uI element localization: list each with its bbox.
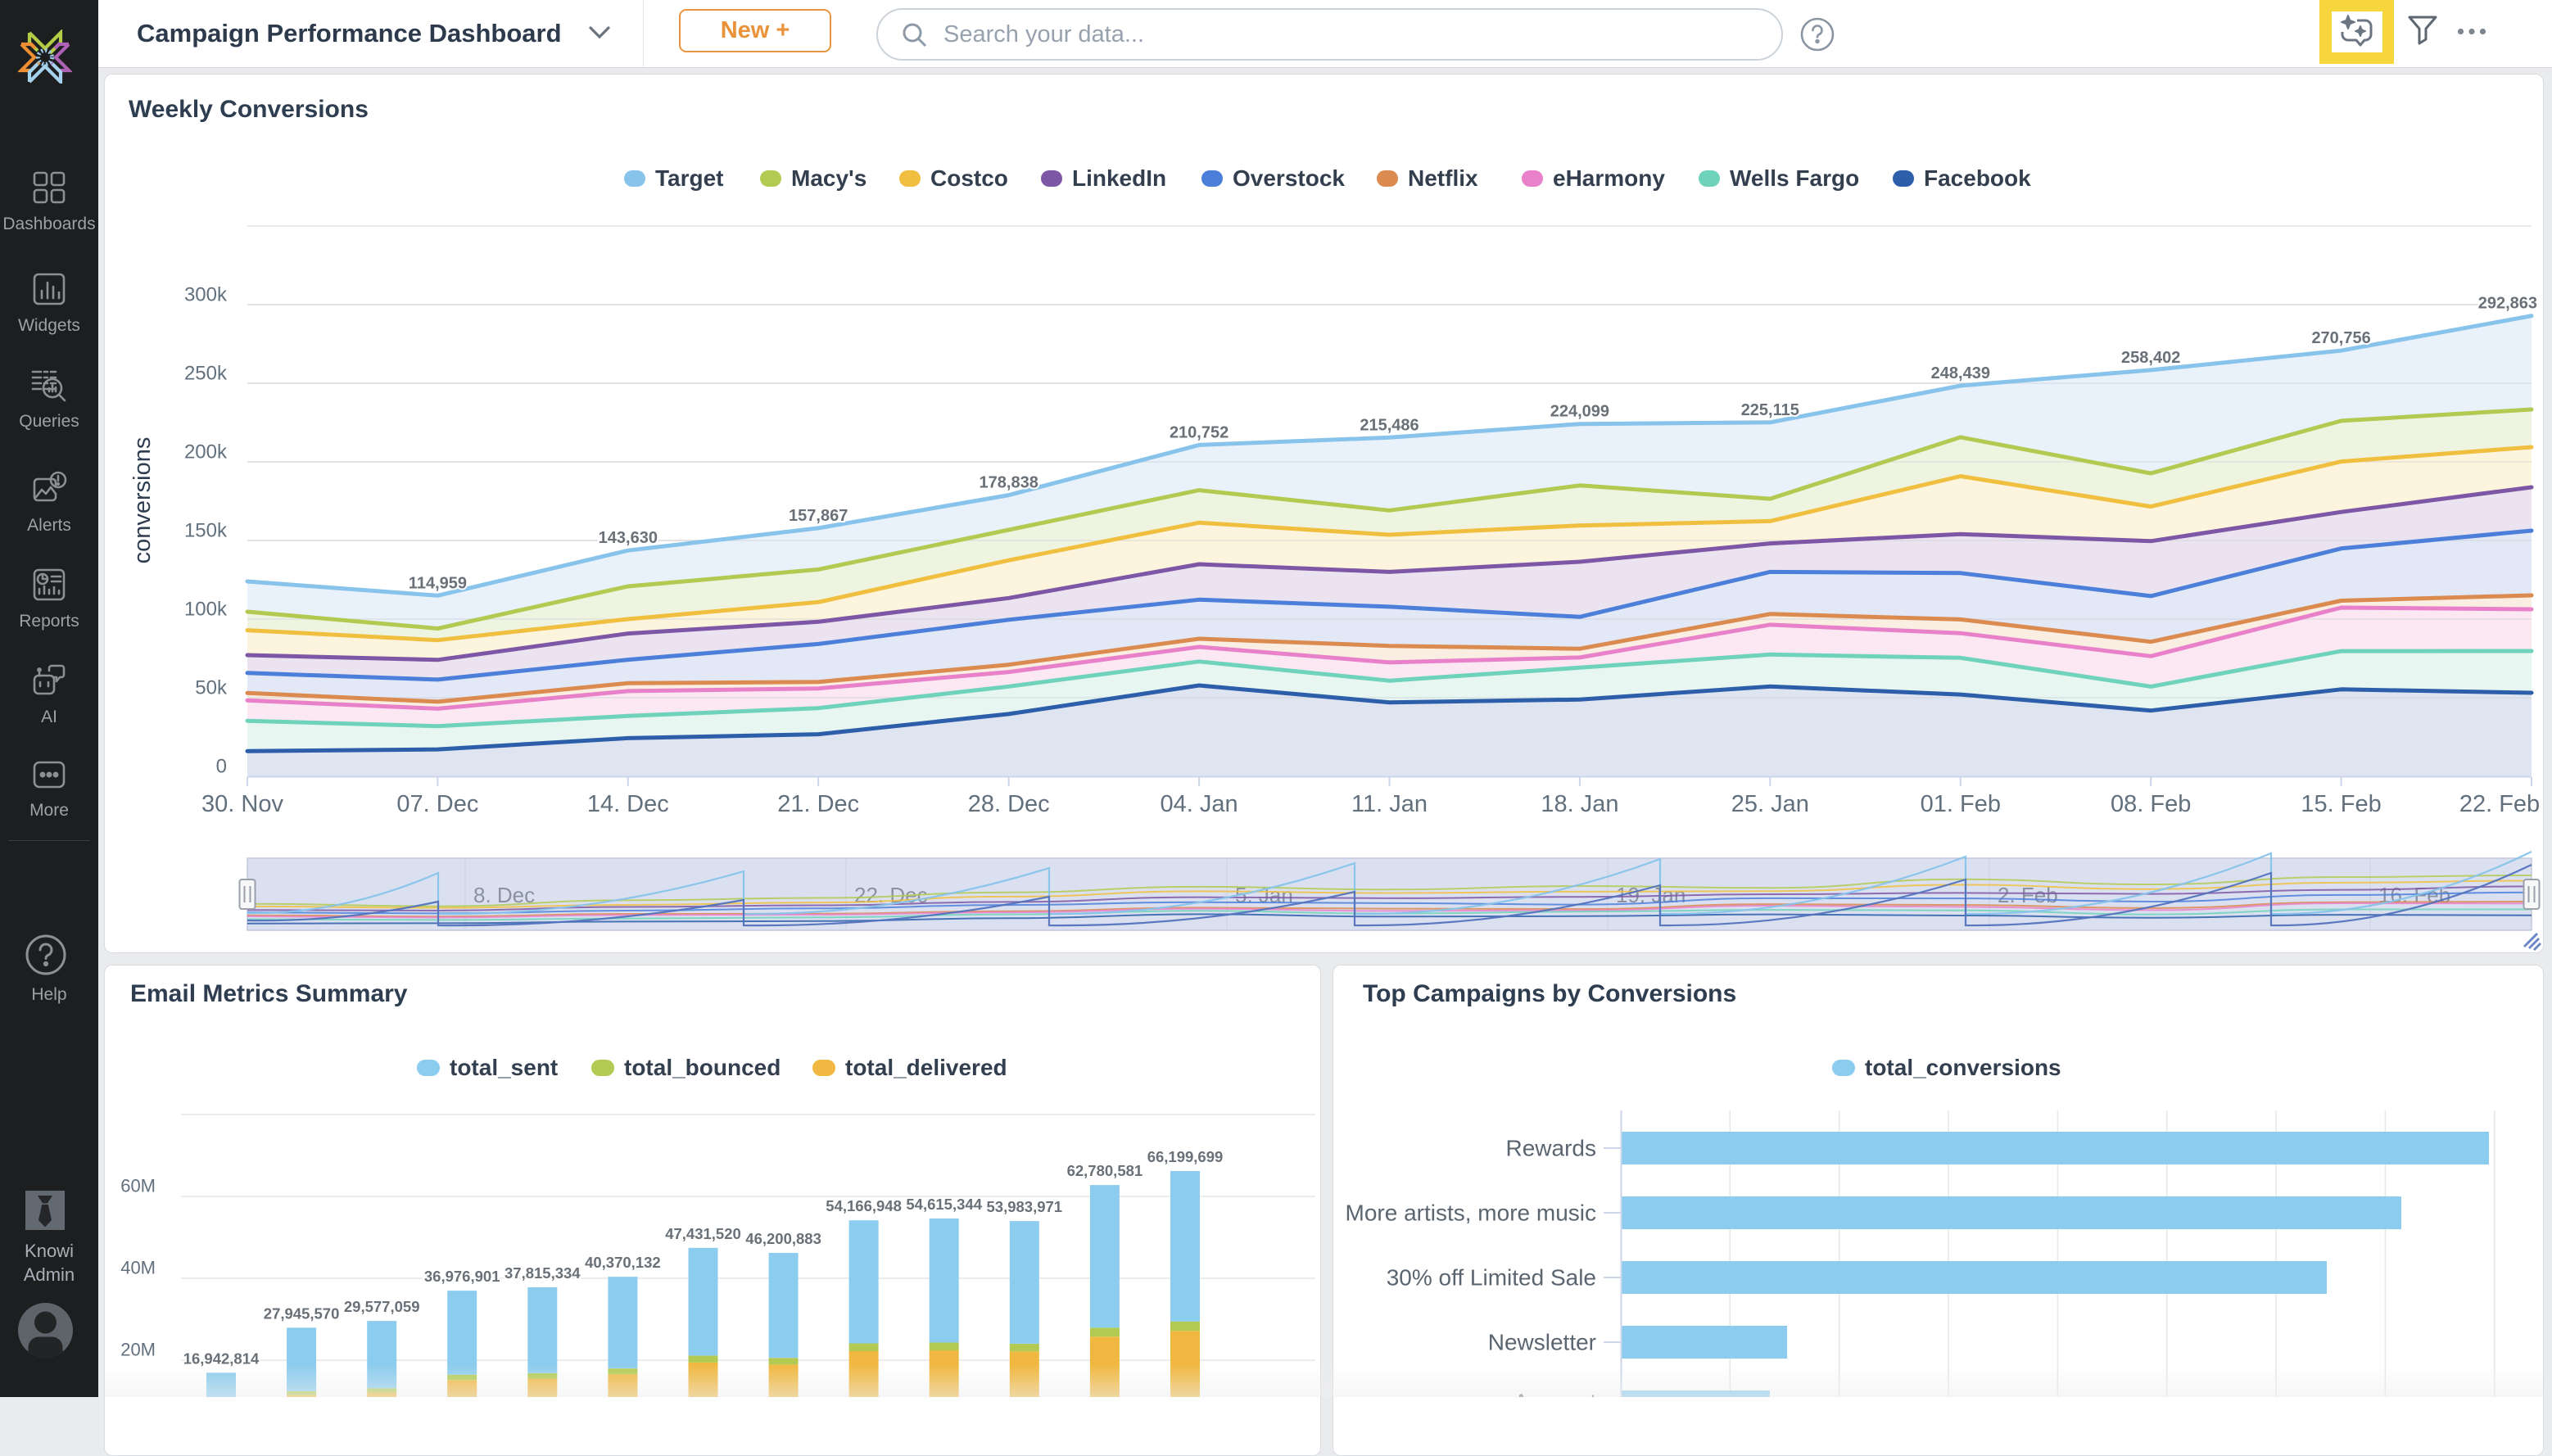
svg-text:114,959: 114,959 <box>409 574 467 592</box>
svg-text:11. Jan: 11. Jan <box>1351 791 1428 817</box>
svg-text:210,752: 210,752 <box>1170 423 1228 441</box>
svg-text:60M: 60M <box>120 1176 156 1196</box>
svg-text:53,983,971: 53,983,971 <box>987 1198 1063 1215</box>
svg-text:292,863: 292,863 <box>2478 295 2537 313</box>
svg-text:Account: Account <box>1514 1390 1596 1398</box>
svg-text:54,166,948: 54,166,948 <box>826 1197 902 1214</box>
svg-text:21. Dec: 21. Dec <box>777 791 859 817</box>
svg-text:Rewards: Rewards <box>1506 1136 1596 1161</box>
svg-text:46,200,883: 46,200,883 <box>745 1230 821 1247</box>
svg-text:224,099: 224,099 <box>1550 403 1609 421</box>
svg-text:30% off Limited Sale: 30% off Limited Sale <box>1387 1265 1596 1291</box>
svg-text:20M: 20M <box>120 1340 156 1360</box>
svg-text:215,486: 215,486 <box>1360 416 1419 434</box>
svg-text:40M: 40M <box>120 1258 156 1278</box>
svg-text:47,431,520: 47,431,520 <box>665 1225 741 1242</box>
svg-text:248,439: 248,439 <box>1931 364 1990 382</box>
svg-text:178,838: 178,838 <box>980 474 1038 492</box>
svg-text:More artists, more music: More artists, more music <box>1346 1201 1597 1226</box>
svg-text:04. Jan: 04. Jan <box>1161 791 1238 817</box>
svg-text:16,942,814: 16,942,814 <box>183 1350 260 1367</box>
svg-text:07. Dec: 07. Dec <box>396 791 478 817</box>
svg-text:08. Feb: 08. Feb <box>2111 791 2191 817</box>
svg-text:250k: 250k <box>184 363 228 385</box>
svg-text:225,115: 225,115 <box>1741 401 1799 419</box>
svg-text:54,615,344: 54,615,344 <box>906 1196 982 1213</box>
svg-text:37,815,334: 37,815,334 <box>505 1264 581 1282</box>
svg-text:200k: 200k <box>184 441 228 463</box>
svg-text:0: 0 <box>216 756 227 778</box>
svg-text:143,630: 143,630 <box>599 529 658 547</box>
svg-text:14. Dec: 14. Dec <box>587 791 669 817</box>
svg-text:22. Feb: 22. Feb <box>2459 791 2540 817</box>
svg-text:36,976,901: 36,976,901 <box>424 1268 500 1285</box>
svg-text:01. Feb: 01. Feb <box>1921 791 2001 817</box>
svg-text:150k: 150k <box>184 520 228 542</box>
svg-text:18. Jan: 18. Jan <box>1541 791 1618 817</box>
svg-text:Newsletter: Newsletter <box>1488 1330 1596 1355</box>
svg-text:conversions: conversions <box>129 437 156 564</box>
svg-text:28. Dec: 28. Dec <box>968 791 1050 817</box>
svg-text:15. Feb: 15. Feb <box>2301 791 2381 817</box>
svg-text:300k: 300k <box>184 284 228 306</box>
svg-text:62,780,581: 62,780,581 <box>1067 1162 1143 1179</box>
svg-text:40,370,132: 40,370,132 <box>585 1254 661 1271</box>
svg-text:270,756: 270,756 <box>2311 329 2370 347</box>
svg-text:258,402: 258,402 <box>2121 349 2180 367</box>
svg-text:100k: 100k <box>184 599 228 621</box>
svg-text:30. Nov: 30. Nov <box>201 791 283 817</box>
svg-text:27,945,570: 27,945,570 <box>264 1305 340 1322</box>
svg-text:25. Jan: 25. Jan <box>1731 791 1809 817</box>
svg-text:50k: 50k <box>195 677 228 699</box>
svg-text:66,199,699: 66,199,699 <box>1147 1148 1224 1165</box>
svg-text:157,867: 157,867 <box>789 507 848 525</box>
svg-text:29,577,059: 29,577,059 <box>344 1298 420 1315</box>
